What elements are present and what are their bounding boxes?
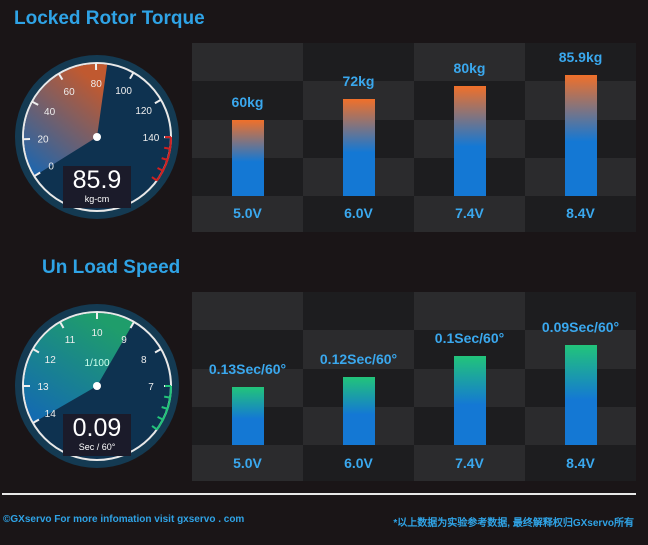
grid-cell: [303, 292, 414, 331]
gauge-tick-label: 80: [91, 79, 103, 90]
grid-cell: [192, 445, 303, 481]
data-label: 0.12Sec/60°: [319, 350, 398, 367]
gauge-tick-label: 14: [45, 409, 57, 420]
grid-cell: [303, 330, 414, 369]
grid-cell: [525, 43, 636, 82]
gauge-tick-label: 11: [65, 335, 76, 346]
grid-cell: [525, 445, 636, 481]
grid-cell: [525, 196, 636, 232]
gauge-tick-label: 120: [135, 106, 152, 117]
gauge-tick-label: 13: [37, 382, 49, 393]
bar: [564, 75, 597, 196]
gauge-pivot: [93, 133, 101, 141]
speed-readout: 0.09 Sec / 60°: [63, 414, 131, 456]
bar: [231, 119, 264, 196]
torque-value: 85.9: [72, 166, 122, 194]
gauge-tick-label: 10: [91, 328, 103, 339]
bar: [564, 345, 597, 445]
category-label: 5.0V: [233, 205, 262, 221]
grid-cell: [192, 81, 303, 120]
gauge-tick-label: 7: [148, 382, 154, 393]
gauge-tick-label: 12: [45, 355, 57, 366]
bar: [342, 376, 375, 445]
grid-cell: [192, 196, 303, 232]
bar: [231, 387, 264, 445]
data-label: 60kg: [231, 93, 264, 110]
data-label: 0.1Sec/60°: [434, 329, 505, 346]
category-label: 6.0V: [344, 205, 373, 221]
gauge-fill: [23, 64, 108, 176]
gauge-tick-label: 20: [37, 135, 49, 146]
grid-cell: [303, 445, 414, 481]
footer-left: ©GXservo For more infomation visit gxser…: [3, 514, 245, 525]
data-label: 0.13Sec/60°: [208, 361, 287, 377]
gauge-scale-label: 1/100: [84, 358, 109, 369]
category-label: 7.4V: [455, 205, 484, 221]
grid-cell: [303, 43, 414, 82]
category-label: 5.0V: [233, 455, 262, 471]
divider: [2, 493, 636, 495]
gauge: 14 13 12 11 10 9 8 7 1/100: [15, 304, 179, 468]
gauge-tick-label: 0: [48, 162, 54, 173]
grid-cell: [192, 292, 303, 331]
category-label: 8.4V: [566, 455, 595, 471]
torque-title: Locked Rotor Torque: [14, 8, 205, 29]
bar: [453, 85, 486, 196]
speed-unit: Sec / 60°: [78, 442, 116, 452]
gauge-tick-label: 60: [64, 87, 76, 98]
bar: [453, 355, 486, 445]
grid-cell: [303, 196, 414, 232]
grid-cell: [192, 330, 303, 369]
category-label: 8.4V: [566, 205, 595, 221]
gauge-tick-label: 40: [44, 107, 56, 118]
grid-cell: [414, 196, 525, 232]
grid-cell: [414, 445, 525, 481]
torque-unit: kg-cm: [84, 194, 110, 204]
bar: [342, 99, 375, 196]
data-label: 0.09Sec/60°: [541, 319, 620, 335]
grid-cell: [192, 43, 303, 82]
gauge-tick-label: 100: [115, 86, 132, 97]
data-label: 80kg: [453, 59, 486, 76]
gauge-tick-label: 8: [141, 355, 147, 366]
torque-readout: 85.9 kg-cm: [63, 166, 131, 208]
grid-cell: [525, 292, 636, 331]
footer-right: *以上数据为实验参考数据, 最终解释权归GXservo所有: [393, 518, 634, 529]
speed-title: Un Load Speed: [42, 257, 181, 278]
gauge-tick-label: 140: [143, 133, 160, 144]
category-label: 7.4V: [455, 455, 484, 471]
data-label: 72kg: [342, 73, 375, 90]
gauge-tick-label: 9: [121, 335, 127, 346]
speed-value: 0.09: [72, 414, 122, 442]
gauge-fill: [24, 313, 134, 423]
grid-cell: [414, 292, 525, 331]
gauge-pivot: [93, 382, 101, 390]
category-label: 6.0V: [344, 455, 373, 471]
grid-cell: [414, 43, 525, 82]
data-label: 85.9kg: [558, 49, 603, 66]
